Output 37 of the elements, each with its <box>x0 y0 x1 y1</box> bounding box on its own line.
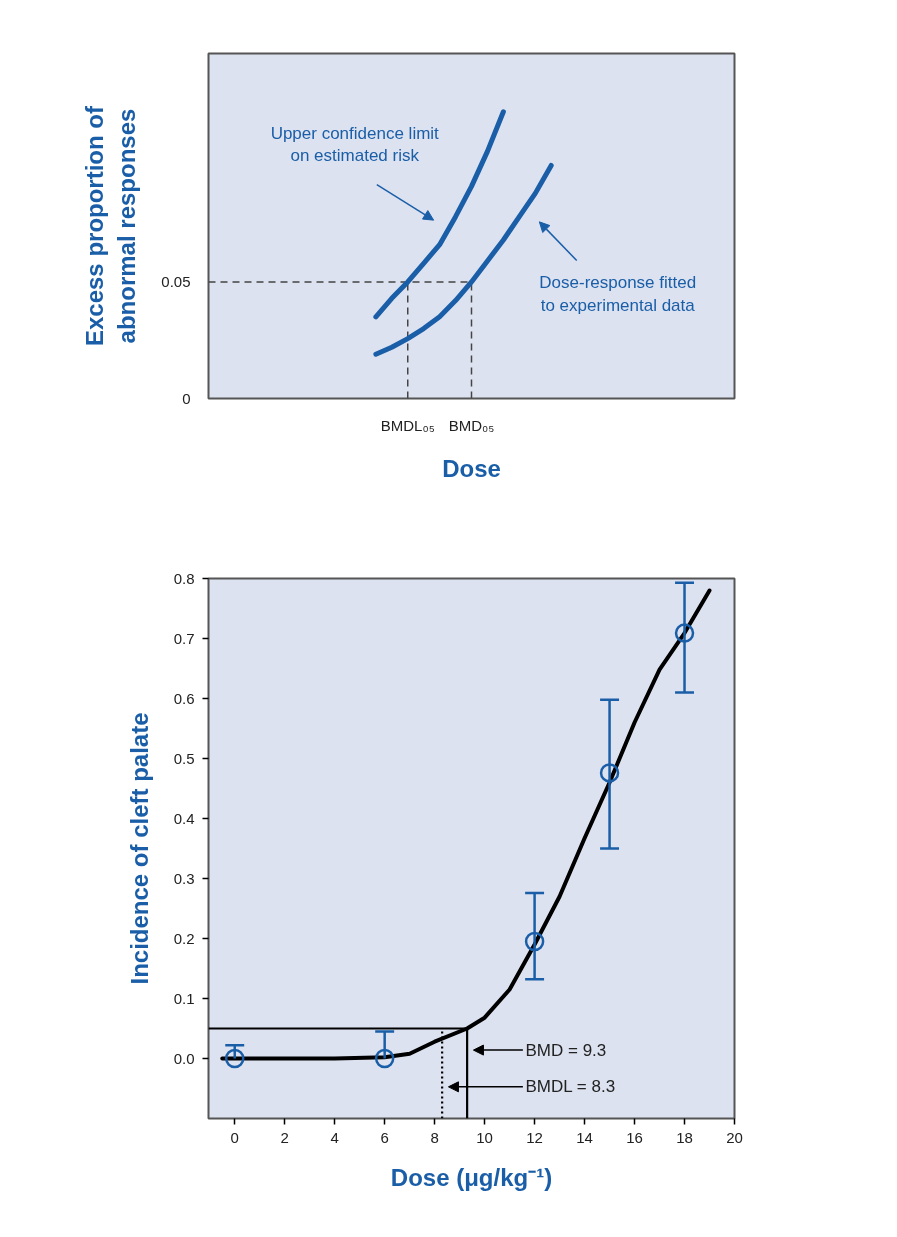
y-tick-label: 0.0 <box>173 1049 195 1067</box>
x-tick-label: 6 <box>380 1128 389 1146</box>
x-tick-label: BMDL₀₅ <box>380 416 435 434</box>
ref-line-label: BMDL = 8.3 <box>525 1077 616 1097</box>
x-tick-label: 0 <box>230 1128 239 1146</box>
x-tick-label: 12 <box>526 1128 543 1146</box>
x-tick-label: 8 <box>430 1128 439 1146</box>
x-tick-label: BMD₀₅ <box>448 416 495 434</box>
x-axis-title: Dose <box>442 454 501 482</box>
x-tick-label: 2 <box>280 1128 289 1146</box>
point <box>224 1048 245 1069</box>
x-axis-title: Dose (μg/kg⁻¹) <box>390 1163 553 1191</box>
x-tick-label: 14 <box>576 1128 593 1146</box>
annotation: Dose-response fitted to experimental data <box>539 273 697 316</box>
y-tick-label: 0.4 <box>173 809 195 827</box>
x-tick-label: 4 <box>330 1128 339 1146</box>
point <box>674 623 695 643</box>
y-tick-label: 0.5 <box>173 749 195 767</box>
y-axis-title: Incidence of cleft palate <box>125 712 153 985</box>
x-tick-label: 10 <box>476 1128 493 1146</box>
x-tick-label: 20 <box>726 1128 743 1146</box>
annotation: Upper confidence limit on estimated risk <box>270 123 440 166</box>
y-tick-label: 0.8 <box>173 569 195 587</box>
x-tick-label: 18 <box>676 1128 693 1146</box>
y-tick-label: 0.2 <box>173 929 195 947</box>
ref-line-label: BMD = 9.3 <box>525 1040 607 1060</box>
y-tick-label: 0 <box>182 389 191 407</box>
y-tick-label: 0.05 <box>161 272 191 290</box>
point <box>524 931 545 952</box>
y-tick-label: 0.1 <box>173 989 195 1007</box>
y-axis-title: Excess proportion of abnormal responses <box>80 104 141 347</box>
point <box>374 1048 395 1069</box>
y-tick-label: 0.7 <box>173 629 195 647</box>
y-tick-label: 0.3 <box>173 869 195 887</box>
y-tick-label: 0.6 <box>173 689 195 707</box>
point <box>599 763 620 783</box>
x-tick-label: 16 <box>626 1128 643 1146</box>
